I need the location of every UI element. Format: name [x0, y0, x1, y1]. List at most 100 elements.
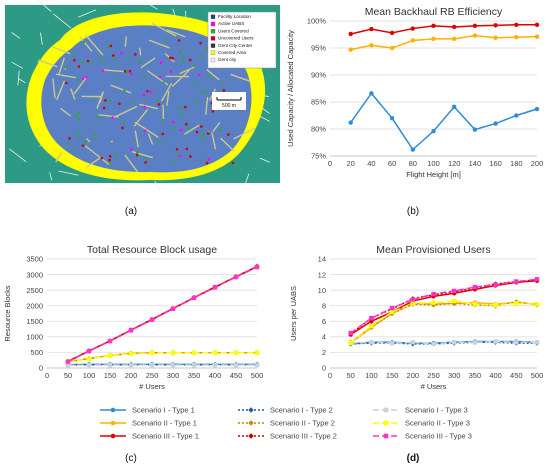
map-legend-label: Uncovered Users [218, 36, 254, 41]
caption-d: (d) [407, 453, 420, 464]
map-user-dot [200, 55, 204, 59]
series-line [350, 279, 538, 335]
map-user-dot [66, 142, 70, 146]
city-street [171, 69, 190, 88]
map-user-dot [135, 153, 139, 157]
series-line [350, 301, 538, 343]
map-user-dot [135, 151, 139, 154]
data-point [369, 315, 374, 321]
y-tick-label: 3000 [26, 270, 43, 279]
series [348, 278, 540, 337]
x-tick-label: 500 [251, 371, 264, 380]
legend-label: Scenario II - Type 1 [132, 419, 197, 428]
series [348, 277, 540, 336]
x-tick-label: 200 [531, 159, 544, 168]
map-user-dot [198, 73, 201, 77]
city-street [124, 36, 128, 47]
map-user-dot [193, 64, 197, 68]
data-point [128, 362, 134, 368]
map-user-dot [200, 134, 204, 137]
data-point [128, 351, 134, 356]
map-user-dot [109, 44, 113, 48]
y-tick-label: 0 [39, 364, 43, 373]
map-user-dot [172, 159, 175, 163]
map-user-dot [102, 106, 106, 110]
data-point [410, 297, 415, 302]
data-point [86, 348, 92, 354]
y-tick-label: 500 [30, 348, 43, 357]
data-point [389, 340, 395, 346]
data-point [472, 284, 478, 290]
map-user-dot [211, 109, 215, 113]
map-user-dot [81, 77, 85, 81]
map-user-dot [125, 70, 129, 74]
map-user-dot [71, 149, 74, 152]
y-axis-label: Resource Blocks [3, 285, 12, 342]
x-tick-label: 500 [531, 371, 544, 380]
map-user-dot [142, 156, 146, 160]
outside-street [11, 32, 21, 39]
map-user-dot [162, 81, 165, 84]
data-point [86, 362, 92, 368]
x-tick-label: 0 [328, 371, 332, 380]
x-tick-label: 450 [510, 371, 523, 380]
map-user-dot [111, 58, 115, 61]
legend-label: Scenario II - Type 2 [270, 419, 335, 428]
series-line [350, 92, 538, 151]
data-point [472, 127, 478, 132]
map-user-dot [169, 56, 172, 60]
data-point [149, 317, 155, 322]
outside-street [17, 70, 20, 86]
x-tick-label: 200 [407, 371, 420, 380]
data-point [493, 302, 498, 308]
city-street [85, 137, 91, 143]
map-legend-label: Gent city [218, 57, 237, 62]
map-user-dot [103, 59, 106, 63]
x-tick-label: 350 [469, 371, 482, 380]
data-point [369, 91, 374, 96]
data-point [191, 362, 197, 368]
legend-label: Scenario III - Type 1 [132, 432, 199, 441]
city-street [166, 29, 186, 38]
data-point [65, 359, 71, 364]
map-user-dot [86, 59, 90, 63]
city-street [140, 57, 156, 69]
city-street [124, 154, 139, 173]
y-tick-label: 0 [322, 364, 326, 373]
legend-label: Scenario II - Type 3 [405, 419, 470, 428]
x-tick-label: 250 [146, 371, 159, 380]
data-point [534, 340, 540, 345]
data-point [452, 104, 457, 110]
x-tick-label: 60 [388, 159, 396, 168]
city-street [166, 90, 170, 106]
map-user-dot [126, 57, 130, 60]
map-legend-swatch [210, 14, 216, 19]
map-users [65, 38, 237, 165]
y-tick-label: 12 [318, 270, 326, 279]
map-legend-label: Active UABS [218, 21, 244, 26]
x-tick-label: 180 [510, 159, 523, 168]
map-user-dot [205, 161, 209, 165]
map-legend-swatch [210, 57, 216, 63]
map-user-dot [195, 130, 199, 134]
outside-street [40, 32, 43, 45]
city-street [160, 82, 173, 102]
map-user-dot [77, 78, 81, 82]
map-user-dot [194, 100, 198, 103]
caption-c: (c) [125, 453, 137, 464]
map-legend-swatch [210, 50, 216, 55]
map-user-dot [74, 114, 78, 117]
data-point [493, 23, 498, 28]
data-point [534, 301, 540, 307]
city-street [139, 47, 142, 56]
data-point [233, 362, 239, 368]
series-line [67, 351, 257, 363]
series-line [350, 300, 538, 344]
data-point [514, 301, 519, 306]
map-user-dot [104, 99, 107, 102]
city-street [133, 109, 149, 127]
x-tick-label: 400 [209, 371, 222, 380]
chart-provisioned-users: 0 2 4 6 8 10 12 14 0 50 100 150 200 250 300 350 400 450 50… [289, 244, 543, 391]
map-user-dot [77, 130, 81, 133]
